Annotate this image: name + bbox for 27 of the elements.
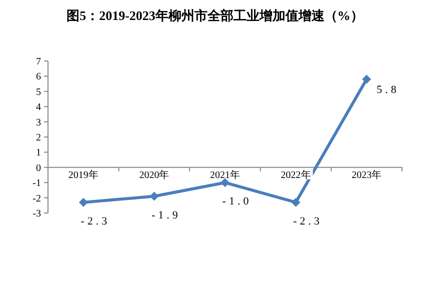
- y-tick-label: 4: [36, 102, 41, 114]
- y-tick-label: 1: [36, 148, 41, 159]
- x-tick-label: 2022年: [280, 168, 311, 181]
- x-tick-label: 2021年: [210, 168, 240, 181]
- y-tick-label: 0: [36, 162, 41, 174]
- point: [291, 198, 300, 207]
- point: [78, 198, 88, 207]
- x-tick-label: 2020年: [139, 168, 170, 181]
- x-tick-label: 2023年: [352, 168, 382, 181]
- point: [362, 74, 372, 84]
- y-tick-label: -2: [32, 193, 41, 204]
- data-label: -2.3: [80, 215, 110, 228]
- data-label: -1.9: [151, 209, 181, 222]
- y-tick-label: 6: [36, 72, 41, 83]
- point: [150, 192, 159, 201]
- data-label: 5.8: [376, 84, 400, 96]
- y-tick-label: 3: [36, 117, 41, 128]
- y-tick-label: 7: [36, 56, 41, 68]
- point: [220, 178, 230, 188]
- y-tick-label: -1: [32, 178, 41, 190]
- data-label: -2.3: [293, 215, 323, 228]
- data-label: -1.0: [222, 196, 252, 208]
- x-tick-label: 2019年: [68, 168, 98, 181]
- chart-title: 图5：2019-2023年柳州市全部工业增加值增速（%）: [66, 8, 364, 23]
- y-tick-label: -3: [32, 208, 41, 220]
- y-tick-label: 5: [36, 86, 41, 98]
- y-tick-label: 2: [36, 132, 41, 144]
